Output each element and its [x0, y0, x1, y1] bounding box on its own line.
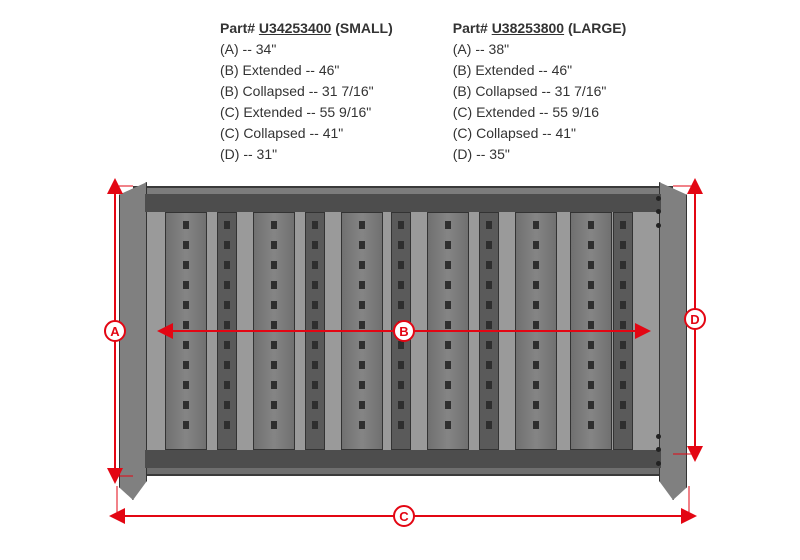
spec-row: (C) Collapsed -- 41" [453, 123, 627, 144]
spec-row: (A) -- 34" [220, 39, 393, 60]
spec-row: (A) -- 38" [453, 39, 627, 60]
spec-header-large: Part# U38253800 (LARGE) [453, 18, 627, 39]
spec-row: (B) Collapsed -- 31 7/16" [453, 81, 627, 102]
dimension-overlay [95, 186, 715, 546]
dim-label-d: D [684, 308, 706, 330]
spec-row: (C) Extended -- 55 9/16 [453, 102, 627, 123]
spec-part: U38253800 [492, 20, 564, 36]
spec-header-small: Part# U34253400 (SMALL) [220, 18, 393, 39]
spec-col-large: Part# U38253800 (LARGE) (A) -- 38" (B) E… [453, 18, 627, 165]
spec-row: (C) Extended -- 55 9/16" [220, 102, 393, 123]
spec-tables: Part# U34253400 (SMALL) (A) -- 34" (B) E… [220, 18, 626, 165]
spec-prefix: Part# [220, 20, 259, 36]
spec-row: (D) -- 31" [220, 144, 393, 165]
spec-row: (B) Extended -- 46" [220, 60, 393, 81]
spec-row: (B) Extended -- 46" [453, 60, 627, 81]
spec-suffix: (LARGE) [564, 20, 626, 36]
dim-label-a: A [104, 320, 126, 342]
spec-row: (D) -- 35" [453, 144, 627, 165]
spec-row: (B) Collapsed -- 31 7/16" [220, 81, 393, 102]
diagram: A B C D [95, 186, 683, 486]
spec-row: (C) Collapsed -- 41" [220, 123, 393, 144]
dim-label-b: B [393, 320, 415, 342]
spec-suffix: (SMALL) [331, 20, 392, 36]
spec-prefix: Part# [453, 20, 492, 36]
spec-part: U34253400 [259, 20, 331, 36]
dim-label-c: C [393, 505, 415, 527]
spec-col-small: Part# U34253400 (SMALL) (A) -- 34" (B) E… [220, 18, 393, 165]
